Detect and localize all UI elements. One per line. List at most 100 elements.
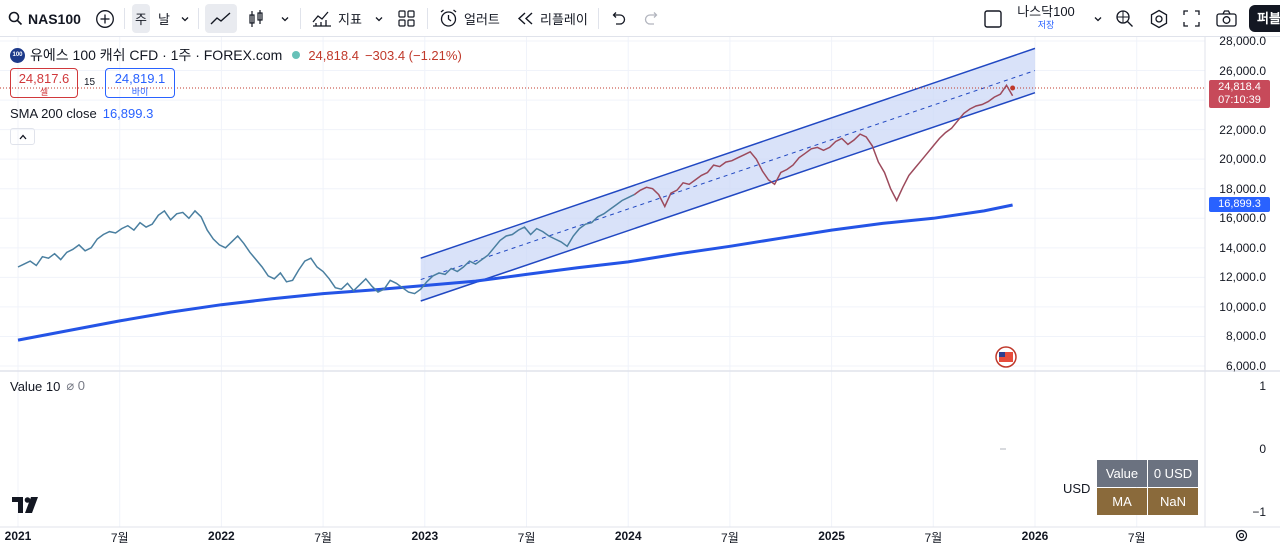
- price-line: [17, 193, 635, 295]
- replay-button[interactable]: 리플레이: [517, 0, 588, 37]
- line-chart-icon: [210, 11, 231, 24]
- chart-type-dropdown[interactable]: [280, 0, 290, 37]
- pane-separator: [0, 370, 1280, 528]
- price-tick-label: 22,000.0: [1219, 122, 1266, 137]
- time-tick-label: 7월: [517, 531, 536, 543]
- indicator-ytick: 0: [1259, 442, 1266, 456]
- sell-label: 셀: [39, 87, 49, 97]
- price-tick-label: 20,000.0: [1219, 152, 1266, 167]
- plus-circle-icon: [96, 9, 114, 28]
- time-axis[interactable]: 2021 7월 2022 7월 2023 7월 2024 7월 2025 7월 2026 7월: [0, 527, 1280, 543]
- camera-icon: [1216, 10, 1237, 27]
- candles-icon: [249, 9, 263, 27]
- candles-button[interactable]: [248, 0, 264, 37]
- toolbar-divider: [598, 8, 599, 29]
- alert-label: 얼러트: [464, 12, 500, 27]
- layout-dropdown[interactable]: [1093, 0, 1103, 37]
- symbol-name: NAS100: [28, 10, 81, 27]
- resolution-week-button[interactable]: 주: [132, 4, 150, 33]
- sma-legend[interactable]: SMA 200 close 16,899.3: [10, 106, 153, 121]
- time-tick-label: 7월: [110, 531, 129, 543]
- tradingview-logo[interactable]: [12, 497, 42, 519]
- sma-legend-value: 16,899.3: [102, 106, 154, 121]
- chevron-up-icon: [19, 134, 26, 139]
- templates-button[interactable]: [398, 0, 415, 37]
- snapshot-button[interactable]: [1216, 0, 1237, 37]
- chart-type-button[interactable]: [205, 4, 237, 33]
- chart-canvas[interactable]: [0, 37, 1280, 543]
- time-tick-label: 2023: [411, 529, 439, 543]
- time-tick-label: 2024: [614, 529, 642, 543]
- collapse-legend-button[interactable]: [10, 128, 35, 145]
- indicators-icon: [312, 11, 331, 27]
- layout-saved-status: 저장: [1037, 20, 1055, 30]
- settings-button[interactable]: [1149, 0, 1169, 37]
- layout-name-button[interactable]: 나스닥100 저장: [1006, 4, 1086, 31]
- redo-icon: [644, 12, 658, 25]
- indicators-label: 지표: [338, 12, 362, 27]
- undo-icon: [612, 12, 626, 25]
- alert-clock-icon: [440, 9, 457, 27]
- channel-upper-line: [420, 47, 1036, 259]
- sma-200-line: [17, 203, 1013, 342]
- time-tick-label: 2022: [208, 529, 235, 543]
- time-tick-label: 7월: [721, 531, 739, 543]
- sma-legend-name: SMA 200 close: [10, 106, 97, 121]
- price-line-recent: [633, 83, 1014, 209]
- chevron-down-icon: [181, 16, 189, 21]
- redo-button[interactable]: [644, 0, 660, 37]
- indicator-ytick: 1: [1259, 379, 1266, 393]
- sma-price-tag: 16,899.3: [1209, 197, 1270, 212]
- axis-settings-button[interactable]: [1235, 529, 1248, 543]
- fullscreen-button[interactable]: [1183, 0, 1200, 37]
- replay-icon: [517, 12, 533, 25]
- indicator-legend[interactable]: Value 10 ⌀ 0: [10, 378, 85, 394]
- indicator-ytick: −1: [1252, 505, 1266, 519]
- price-tick-label: 18,000.0: [1219, 181, 1266, 196]
- nas100-logo: 100: [10, 47, 25, 63]
- time-tick-label: 2025: [818, 529, 845, 543]
- price-tick-label: 6,000.0: [1225, 359, 1266, 373]
- bar-countdown: 07:10:39: [1218, 94, 1261, 106]
- search-icon: [8, 11, 23, 26]
- price-tick-label: 12,000.0: [1219, 270, 1266, 285]
- symbol-search-button[interactable]: NAS100: [8, 0, 81, 37]
- time-tick-label: 7월: [314, 531, 332, 543]
- resolution-dropdown[interactable]: [180, 0, 190, 37]
- us-flag-icon: [995, 346, 1017, 368]
- legend-title[interactable]: 유에스 100 캐쉬 CFD · 1주 · FOREX.com: [30, 47, 283, 63]
- buy-button[interactable]: 24,819.1 바이: [105, 68, 175, 98]
- publish-button[interactable]: 퍼블: [1249, 5, 1280, 32]
- parallel-channel[interactable]: [420, 47, 1036, 302]
- symbol-legend: 100 유에스 100 캐쉬 CFD · 1주 · FOREX.com 24,8…: [10, 45, 462, 65]
- chevron-down-icon: [375, 16, 383, 21]
- sell-button[interactable]: 24,817.6 셀: [10, 68, 78, 98]
- time-tick-label: 7월: [1127, 531, 1146, 543]
- replay-label: 리플레이: [540, 12, 588, 27]
- legend-change: −303.4 (−1.21%): [364, 47, 462, 63]
- compare-symbol-button[interactable]: [95, 0, 115, 37]
- time-tick-label: 2021: [4, 529, 32, 543]
- indicators-button[interactable]: 지표: [312, 0, 362, 37]
- resolution-day-button[interactable]: 날: [158, 12, 170, 27]
- indicators-dropdown[interactable]: [374, 0, 384, 37]
- quick-search-button[interactable]: [1115, 0, 1134, 37]
- templates-icon: [398, 10, 415, 27]
- layout-name: 나스닥100: [1017, 4, 1075, 19]
- data-window-currency: USD: [1063, 481, 1091, 496]
- alert-button[interactable]: 얼러트: [439, 0, 500, 37]
- data-window-cell: NaN: [1148, 488, 1198, 515]
- chevron-down-icon: [1094, 16, 1102, 21]
- chevron-down-icon: [281, 16, 289, 21]
- spread-value: 15: [84, 77, 96, 88]
- price-tick-label: 8,000.0: [1225, 329, 1266, 344]
- layout-checkbox[interactable]: [984, 0, 1002, 37]
- undo-button[interactable]: [610, 0, 626, 37]
- channel-fill: [420, 48, 1035, 301]
- flag-canton: [999, 352, 1005, 357]
- channel-lower-line: [420, 91, 1036, 302]
- market-status-dot[interactable]: [292, 51, 301, 59]
- price-tick-label: 10,000.0: [1219, 299, 1266, 314]
- checkbox-icon: [984, 9, 1002, 28]
- data-window-cell: Value: [1097, 460, 1147, 487]
